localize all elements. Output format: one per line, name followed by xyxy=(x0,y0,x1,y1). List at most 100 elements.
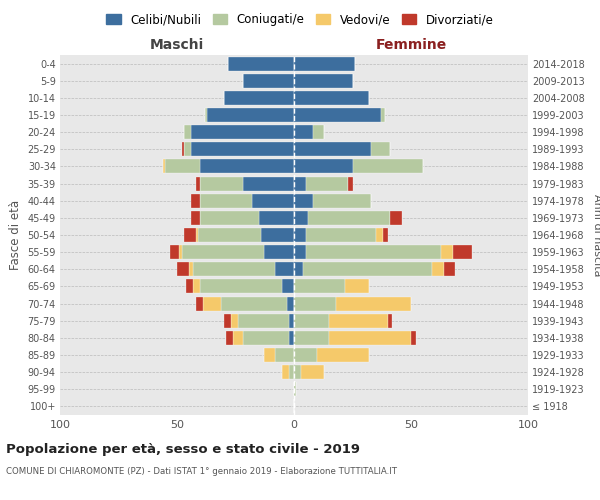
Bar xyxy=(317,348,369,362)
Bar xyxy=(346,280,369,293)
Bar xyxy=(289,314,294,328)
Bar xyxy=(242,74,294,88)
Bar xyxy=(200,194,252,207)
Bar xyxy=(191,194,200,207)
Bar xyxy=(294,331,329,345)
Bar xyxy=(283,280,294,293)
Bar xyxy=(313,125,325,139)
Bar xyxy=(229,56,294,70)
Bar xyxy=(177,262,188,276)
Bar xyxy=(308,211,390,225)
Bar xyxy=(353,160,422,173)
Bar xyxy=(432,262,444,276)
Bar xyxy=(263,245,294,259)
Bar xyxy=(224,91,294,105)
Bar xyxy=(200,211,259,225)
Bar xyxy=(453,245,472,259)
Bar xyxy=(294,125,313,139)
Bar xyxy=(163,160,166,173)
Bar xyxy=(294,314,329,328)
Bar xyxy=(182,245,263,259)
Bar xyxy=(301,365,325,379)
Bar xyxy=(294,296,336,310)
Bar xyxy=(259,211,294,225)
Bar xyxy=(390,211,401,225)
Bar xyxy=(205,108,208,122)
Bar xyxy=(294,176,306,190)
Bar xyxy=(294,262,304,276)
Y-axis label: Fasce di età: Fasce di età xyxy=(9,200,22,270)
Bar xyxy=(193,262,275,276)
Bar xyxy=(283,365,289,379)
Bar xyxy=(304,262,432,276)
Bar xyxy=(166,160,200,173)
Bar xyxy=(329,331,411,345)
Bar xyxy=(294,348,317,362)
Bar xyxy=(336,296,411,310)
Bar xyxy=(289,331,294,345)
Bar xyxy=(263,348,275,362)
Bar xyxy=(224,314,231,328)
Bar xyxy=(289,365,294,379)
Bar xyxy=(294,56,355,70)
Bar xyxy=(380,108,385,122)
Text: Maschi: Maschi xyxy=(150,38,204,52)
Legend: Celibi/Nubili, Coniugati/e, Vedovi/e, Divorziati/e: Celibi/Nubili, Coniugati/e, Vedovi/e, Di… xyxy=(101,8,499,31)
Text: Popolazione per età, sesso e stato civile - 2019: Popolazione per età, sesso e stato civil… xyxy=(6,442,360,456)
Bar xyxy=(182,142,184,156)
Bar xyxy=(191,211,200,225)
Bar xyxy=(313,194,371,207)
Bar xyxy=(294,228,306,242)
Bar xyxy=(275,262,294,276)
Bar xyxy=(287,296,294,310)
Bar xyxy=(306,176,348,190)
Bar xyxy=(261,228,294,242)
Bar xyxy=(188,262,193,276)
Bar xyxy=(294,382,296,396)
Bar xyxy=(306,228,376,242)
Bar xyxy=(388,314,392,328)
Bar xyxy=(411,331,416,345)
Bar xyxy=(252,194,294,207)
Bar xyxy=(198,228,261,242)
Bar xyxy=(294,108,380,122)
Bar xyxy=(184,228,196,242)
Bar xyxy=(191,125,294,139)
Y-axis label: Anni di nascita: Anni di nascita xyxy=(592,194,600,276)
Bar xyxy=(294,211,308,225)
Text: COMUNE DI CHIAROMONTE (PZ) - Dati ISTAT 1° gennaio 2019 - Elaborazione TUTTITALI: COMUNE DI CHIAROMONTE (PZ) - Dati ISTAT … xyxy=(6,468,397,476)
Bar xyxy=(226,331,233,345)
Bar xyxy=(376,228,383,242)
Bar xyxy=(294,365,301,379)
Bar xyxy=(383,228,388,242)
Bar xyxy=(242,176,294,190)
Bar xyxy=(200,160,294,173)
Bar xyxy=(233,331,242,345)
Bar xyxy=(242,331,289,345)
Bar xyxy=(238,314,289,328)
Bar xyxy=(294,280,346,293)
Bar xyxy=(191,142,294,156)
Bar xyxy=(184,125,191,139)
Bar xyxy=(196,296,203,310)
Bar xyxy=(184,142,191,156)
Bar xyxy=(275,348,294,362)
Bar xyxy=(179,245,182,259)
Bar xyxy=(348,176,353,190)
Bar xyxy=(444,262,455,276)
Bar xyxy=(196,176,200,190)
Bar xyxy=(371,142,390,156)
Bar xyxy=(203,296,221,310)
Bar xyxy=(442,245,453,259)
Bar xyxy=(294,142,371,156)
Bar xyxy=(294,194,313,207)
Bar xyxy=(329,314,388,328)
Bar xyxy=(193,280,200,293)
Bar xyxy=(294,160,353,173)
Bar xyxy=(294,91,369,105)
Bar xyxy=(231,314,238,328)
Bar xyxy=(208,108,294,122)
Bar xyxy=(200,176,242,190)
Bar xyxy=(294,74,353,88)
Text: Femmine: Femmine xyxy=(376,38,446,52)
